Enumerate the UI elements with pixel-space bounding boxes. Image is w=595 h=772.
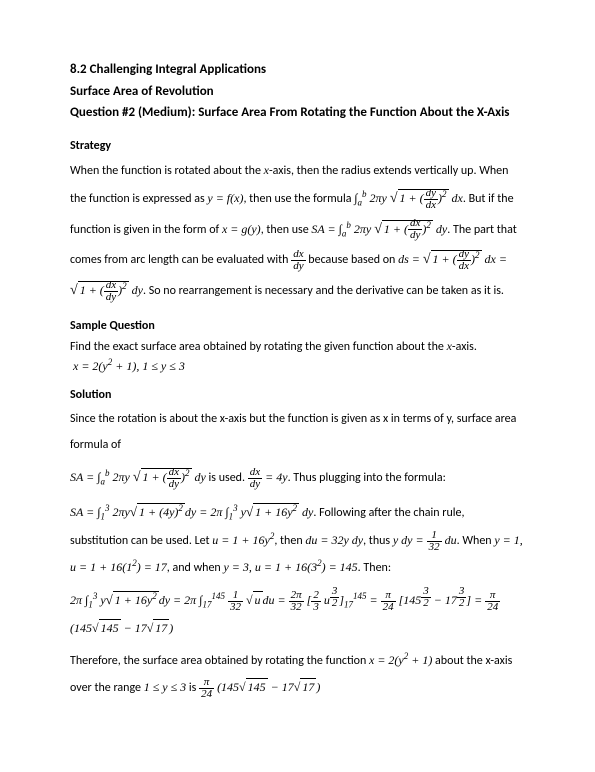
sol-line: Therefore, the surface area obtained by … xyxy=(70,647,525,702)
t: . So no rearrangement is necessary and t… xyxy=(143,284,504,298)
t: Find the exact surface area obtained by … xyxy=(70,340,447,354)
t: , then use xyxy=(261,223,312,237)
strategy-text: When the function is rotated about the x… xyxy=(70,157,525,308)
sol-line: 2π ∫13 y√1 + 16y2dy = 2π ∫17145 132 √udu… xyxy=(70,586,525,643)
solution-text: Since the rotation is about the x-axis b… xyxy=(70,406,525,701)
sample-equation: x = 2(y2 + 1), 1 ≤ y ≤ 3 xyxy=(70,359,185,373)
sol-line: SA = ∫ab 2πy √1 + (dxdy)2 dy is used. dx… xyxy=(70,463,525,494)
solution-label: Solution xyxy=(70,386,525,404)
sample-label: Sample Question xyxy=(70,317,525,335)
t: When the function is rotated about the xyxy=(70,164,264,178)
question-title: Question #2 (Medium): Surface Area From … xyxy=(70,103,525,123)
sol-line: SA = ∫13 2πy√1 + (4y)2dy = 2π ∫13 y√1 + … xyxy=(70,498,525,582)
t: because based on xyxy=(306,253,398,267)
strategy-label: Strategy xyxy=(70,137,525,155)
sample-question: Find the exact surface area obtained by … xyxy=(70,337,525,376)
t: -axis. xyxy=(452,340,477,354)
sol-line: Since the rotation is about the x-axis b… xyxy=(70,406,525,459)
t: , then use the formula xyxy=(243,192,354,206)
topic-subheading: Surface Area of Revolution xyxy=(70,82,525,102)
chapter-heading: 8.2 Challenging Integral Applications xyxy=(70,60,525,80)
